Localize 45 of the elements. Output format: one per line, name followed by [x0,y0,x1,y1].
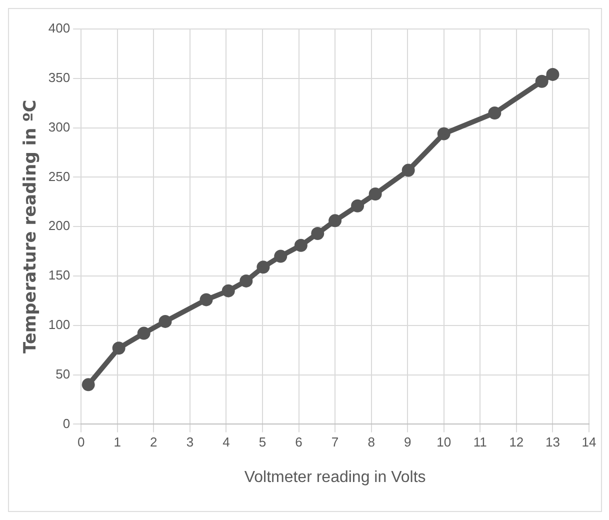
y-tick-label: 250 [48,168,70,184]
point [112,342,126,355]
point [546,68,560,81]
point [368,187,382,200]
y-tick-label: 350 [48,70,70,85]
x-tick-label: 5 [258,434,266,450]
x-tick-label: 6 [295,434,302,450]
y-tick-label: 150 [48,268,70,283]
y-tick-label: 100 [48,316,70,332]
point [488,106,502,120]
x-tick-label: 1 [114,434,121,450]
x-tick-label: 9 [404,434,412,450]
y-tick-label: 400 [48,20,70,36]
point [222,284,235,298]
x-tick-label: 0 [77,434,85,450]
x-tick-label: 2 [150,434,158,450]
y-tick-label: 0 [62,416,70,431]
x-tick-label: 7 [331,434,339,450]
point [311,227,324,240]
x-tick-label: 3 [186,434,194,450]
y-tick-label: 200 [48,218,70,234]
x-tick-label: 4 [222,434,230,450]
point [402,164,415,177]
point [351,199,364,212]
point [82,378,95,392]
y-tick-label: 300 [48,119,70,134]
point [328,214,342,228]
point [256,260,270,274]
point [535,74,548,88]
point [240,274,253,288]
x-tick-label: 10 [436,434,452,450]
point [137,326,150,340]
x-tick-label: 11 [473,434,487,450]
x-tick-label: 12 [509,434,524,450]
x-axis-title: Voltmeter reading in Volts [244,468,426,486]
point [200,293,213,306]
point [274,250,288,263]
point [158,314,172,328]
x-tick-label: 14 [582,434,596,450]
x-tick-label: 13 [545,434,560,450]
y-axis-title: Temperature reading in ºC [20,100,41,354]
point [294,238,308,252]
y-tick-label: 50 [56,366,70,382]
point [437,127,450,140]
x-tick-label: 8 [368,434,375,450]
